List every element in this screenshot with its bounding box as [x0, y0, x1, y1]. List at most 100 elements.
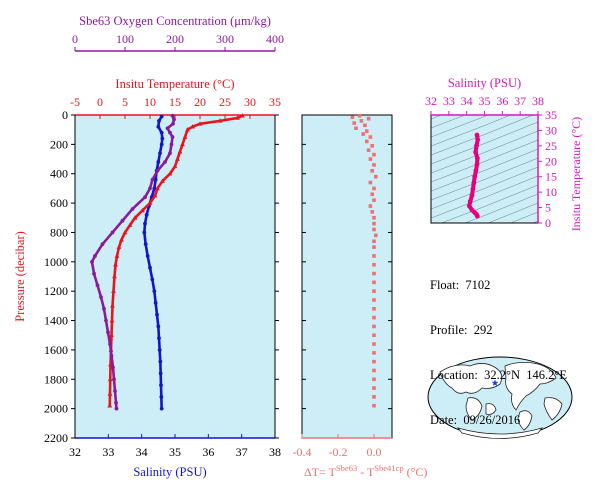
- main-profile-panel: 0200400600800100012001400160018002000220…: [13, 14, 284, 479]
- delta-point: [365, 129, 369, 133]
- temperature-profile-line: [108, 114, 244, 406]
- temperature-tick-label: 0: [97, 95, 103, 109]
- temperature-point: [119, 237, 124, 242]
- pressure-tick-label: 1200: [44, 284, 68, 298]
- oxygen-axis-label: Sbe63 Oxygen Concentration (μm/kg): [79, 14, 271, 28]
- float-location-marker: [491, 379, 499, 386]
- temperature-tick-label: 30: [244, 95, 256, 109]
- date-row: Date: 09/26/2016: [430, 413, 567, 428]
- salinity-point: [145, 254, 150, 258]
- float-label: Float:: [430, 278, 460, 292]
- delta-tick-label: -0.2: [329, 445, 348, 459]
- delta-point: [372, 227, 376, 232]
- salinity-point: [153, 301, 158, 305]
- salinity-tick-label: 32: [69, 445, 81, 459]
- delta-point: [372, 254, 376, 258]
- salinity-tick-label: 38: [269, 445, 281, 459]
- salinity-tick-label: 37: [236, 445, 248, 459]
- ts-temperature-tick-label: 35: [545, 108, 557, 122]
- temperature-tick-label: 20: [194, 95, 206, 109]
- temperature-tick-label: 35: [269, 95, 281, 109]
- delta-point: [372, 262, 376, 267]
- temperature-point: [109, 317, 115, 323]
- delta-tick-label: 0.0: [367, 445, 382, 459]
- oxygen-point: [100, 242, 105, 247]
- salinity-point: [159, 114, 164, 119]
- delta-point: [365, 139, 369, 144]
- delta-point: [361, 132, 365, 136]
- oxygen-point: [109, 353, 114, 358]
- delta-point: [366, 148, 371, 153]
- delta-point: [372, 324, 376, 329]
- temperature-point: [147, 200, 153, 205]
- oxygen-point: [108, 342, 112, 346]
- ts-point: [475, 137, 481, 143]
- delta-point: [366, 116, 371, 121]
- delta-point: [372, 152, 376, 157]
- oxygen-point: [171, 121, 175, 126]
- pressure-tick-label: 1400: [44, 314, 68, 328]
- salinity-point: [159, 394, 164, 399]
- delta-point: [370, 210, 374, 214]
- temperature-point: [113, 262, 118, 267]
- oxygen-point: [150, 177, 155, 182]
- ts-salinity-tick-label: 35: [479, 94, 491, 108]
- delta-point: [372, 289, 376, 293]
- salinity-point: [152, 186, 157, 191]
- oxygen-point: [169, 142, 174, 147]
- salinity-axis-label: Salinity (PSU): [133, 465, 206, 479]
- map-landmass: [465, 397, 483, 421]
- pressure-tick-label: 800: [50, 225, 68, 239]
- temperature-point: [235, 115, 240, 120]
- ts-salinity-tick-label: 36: [496, 94, 508, 108]
- oxygen-point: [90, 259, 94, 264]
- profile-row: Profile: 292: [430, 323, 567, 338]
- delta-point: [372, 280, 376, 285]
- ts-salinity-tick-label: 38: [532, 94, 544, 108]
- salinity-point: [158, 359, 163, 364]
- salinity-point: [143, 221, 147, 226]
- ts-salinity-tick-label: 34: [461, 94, 473, 108]
- oxygen-point: [120, 218, 125, 223]
- temperature-point: [217, 118, 223, 123]
- pressure-tick-label: 200: [50, 137, 68, 151]
- ts-density-contour: [431, 115, 466, 129]
- oxygen-point: [163, 160, 167, 164]
- temperature-tick-label: 5: [122, 95, 128, 109]
- temperature-point: [152, 193, 158, 198]
- ts-temperature-tick-label: 20: [545, 154, 557, 168]
- oxygen-tick-label: 200: [166, 32, 184, 46]
- salinity-point: [144, 212, 149, 217]
- ts-salinity-tick-label: 33: [443, 94, 455, 108]
- temperature-point: [110, 303, 115, 308]
- float-row: Float: 7102: [430, 278, 567, 293]
- delta-point: [372, 351, 376, 355]
- delta-point: [372, 377, 376, 382]
- ts-density-contour: [431, 175, 538, 219]
- oxygen-point: [168, 130, 172, 135]
- temperature-point: [114, 253, 120, 258]
- ts-density-contour: [431, 157, 538, 201]
- map-landmass: [504, 362, 557, 411]
- oxygen-tick-label: 100: [116, 32, 134, 46]
- salinity-point: [157, 118, 161, 123]
- oxygen-point: [112, 377, 116, 382]
- delta-point: [372, 198, 376, 202]
- pressure-tick-label: 2200: [44, 431, 68, 445]
- ts-salinity-tick-label: 32: [425, 94, 437, 108]
- salinity-tick-label: 36: [202, 445, 214, 459]
- temperature-point: [175, 156, 180, 161]
- ts-salinity-axis-label: Salinity (PSU): [448, 76, 521, 90]
- ts-density-contour: [431, 148, 538, 192]
- delta-point: [372, 221, 376, 226]
- delta-point: [374, 174, 378, 179]
- ts-point: [474, 213, 480, 219]
- pressure-axis-label: Pressure (decibar): [13, 231, 27, 322]
- oxygen-tick-label: 300: [216, 32, 234, 46]
- delta-tick-label: -0.4: [293, 445, 312, 459]
- salinity-point: [156, 124, 161, 129]
- salinity-tick-label: 35: [169, 445, 181, 459]
- temperature-point: [167, 171, 173, 176]
- temperature-axis-label: Insitu Temperature (°C): [115, 77, 234, 91]
